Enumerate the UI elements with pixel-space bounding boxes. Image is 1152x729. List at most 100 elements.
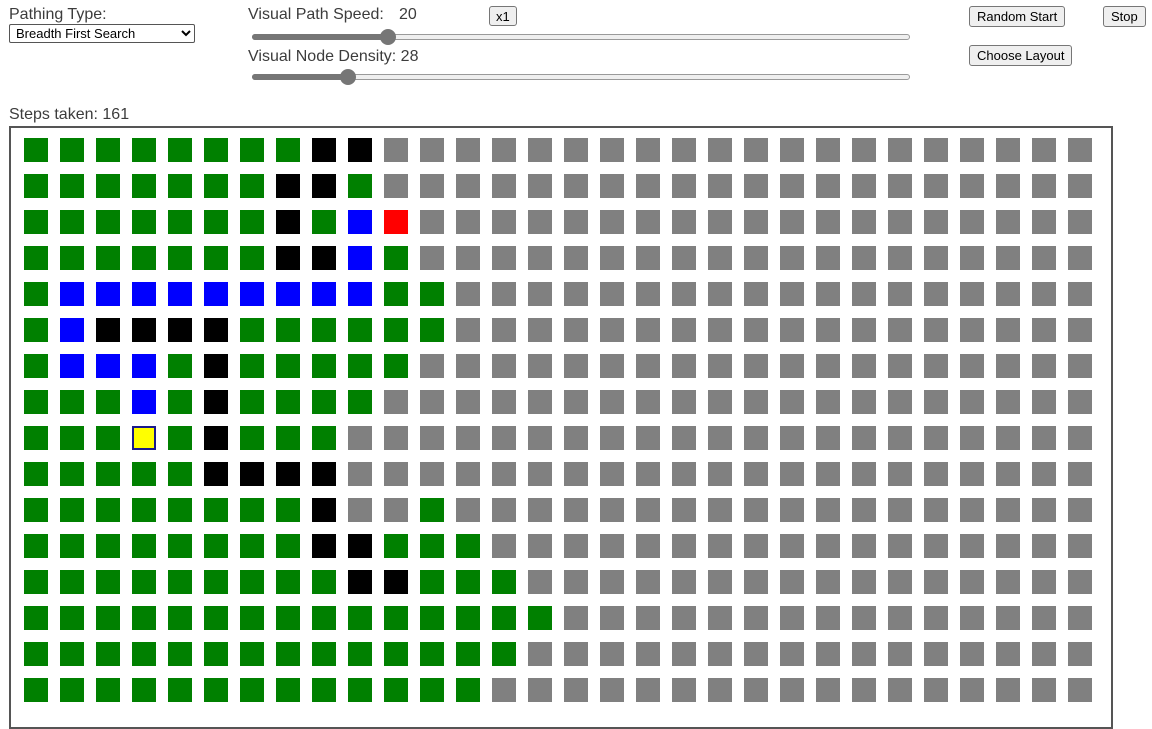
unvisited-node[interactable]: [996, 534, 1020, 558]
visited-node[interactable]: [168, 210, 192, 234]
unvisited-node[interactable]: [672, 246, 696, 270]
visited-node[interactable]: [60, 426, 84, 450]
unvisited-node[interactable]: [708, 354, 732, 378]
unvisited-node[interactable]: [528, 318, 552, 342]
unvisited-node[interactable]: [816, 570, 840, 594]
unvisited-node[interactable]: [816, 354, 840, 378]
unvisited-node[interactable]: [600, 246, 624, 270]
unvisited-node[interactable]: [672, 462, 696, 486]
visited-node[interactable]: [60, 642, 84, 666]
unvisited-node[interactable]: [636, 210, 660, 234]
visited-node[interactable]: [96, 642, 120, 666]
unvisited-node[interactable]: [528, 390, 552, 414]
unvisited-node[interactable]: [888, 390, 912, 414]
visited-node[interactable]: [240, 498, 264, 522]
wall-node[interactable]: [276, 462, 300, 486]
wall-node[interactable]: [276, 246, 300, 270]
unvisited-node[interactable]: [564, 282, 588, 306]
unvisited-node[interactable]: [456, 246, 480, 270]
visited-node[interactable]: [168, 390, 192, 414]
unvisited-node[interactable]: [636, 570, 660, 594]
visited-node[interactable]: [24, 390, 48, 414]
unvisited-node[interactable]: [924, 462, 948, 486]
unvisited-node[interactable]: [924, 282, 948, 306]
wall-node[interactable]: [348, 534, 372, 558]
visited-node[interactable]: [420, 678, 444, 702]
unvisited-node[interactable]: [1032, 210, 1056, 234]
pathfinding-grid[interactable]: [9, 126, 1113, 729]
unvisited-node[interactable]: [888, 678, 912, 702]
wall-node[interactable]: [312, 462, 336, 486]
unvisited-node[interactable]: [1068, 318, 1092, 342]
unvisited-node[interactable]: [672, 138, 696, 162]
choose-layout-button[interactable]: Choose Layout: [969, 45, 1073, 66]
visited-node[interactable]: [384, 606, 408, 630]
unvisited-node[interactable]: [564, 138, 588, 162]
unvisited-node[interactable]: [960, 174, 984, 198]
unvisited-node[interactable]: [816, 462, 840, 486]
visited-node[interactable]: [312, 678, 336, 702]
unvisited-node[interactable]: [492, 534, 516, 558]
unvisited-node[interactable]: [564, 318, 588, 342]
visited-node[interactable]: [276, 606, 300, 630]
unvisited-node[interactable]: [456, 426, 480, 450]
unvisited-node[interactable]: [708, 282, 732, 306]
unvisited-node[interactable]: [1032, 606, 1056, 630]
wall-node[interactable]: [348, 138, 372, 162]
unvisited-node[interactable]: [996, 174, 1020, 198]
unvisited-node[interactable]: [744, 210, 768, 234]
unvisited-node[interactable]: [1032, 282, 1056, 306]
unvisited-node[interactable]: [780, 246, 804, 270]
unvisited-node[interactable]: [1068, 282, 1092, 306]
unvisited-node[interactable]: [492, 354, 516, 378]
unvisited-node[interactable]: [528, 642, 552, 666]
visited-node[interactable]: [96, 426, 120, 450]
unvisited-node[interactable]: [456, 354, 480, 378]
unvisited-node[interactable]: [888, 138, 912, 162]
unvisited-node[interactable]: [996, 570, 1020, 594]
unvisited-node[interactable]: [672, 426, 696, 450]
unvisited-node[interactable]: [780, 282, 804, 306]
wall-node[interactable]: [312, 498, 336, 522]
visited-node[interactable]: [240, 390, 264, 414]
unvisited-node[interactable]: [564, 642, 588, 666]
visited-node[interactable]: [168, 354, 192, 378]
visited-node[interactable]: [276, 498, 300, 522]
unvisited-node[interactable]: [1068, 570, 1092, 594]
unvisited-node[interactable]: [672, 570, 696, 594]
visited-node[interactable]: [24, 462, 48, 486]
unvisited-node[interactable]: [852, 570, 876, 594]
path-node[interactable]: [276, 282, 300, 306]
wall-node[interactable]: [204, 462, 228, 486]
unvisited-node[interactable]: [816, 246, 840, 270]
unvisited-node[interactable]: [960, 426, 984, 450]
unvisited-node[interactable]: [852, 606, 876, 630]
unvisited-node[interactable]: [672, 174, 696, 198]
unvisited-node[interactable]: [636, 390, 660, 414]
unvisited-node[interactable]: [492, 426, 516, 450]
unvisited-node[interactable]: [492, 138, 516, 162]
unvisited-node[interactable]: [996, 246, 1020, 270]
visited-node[interactable]: [96, 246, 120, 270]
unvisited-node[interactable]: [816, 138, 840, 162]
visited-node[interactable]: [96, 390, 120, 414]
unvisited-node[interactable]: [672, 282, 696, 306]
unvisited-node[interactable]: [564, 174, 588, 198]
unvisited-node[interactable]: [1032, 354, 1056, 378]
unvisited-node[interactable]: [672, 498, 696, 522]
visited-node[interactable]: [384, 354, 408, 378]
unvisited-node[interactable]: [384, 462, 408, 486]
unvisited-node[interactable]: [708, 462, 732, 486]
visited-node[interactable]: [240, 246, 264, 270]
visited-node[interactable]: [348, 390, 372, 414]
unvisited-node[interactable]: [420, 246, 444, 270]
unvisited-node[interactable]: [924, 318, 948, 342]
unvisited-node[interactable]: [1032, 534, 1056, 558]
visited-node[interactable]: [204, 642, 228, 666]
unvisited-node[interactable]: [852, 210, 876, 234]
visited-node[interactable]: [276, 138, 300, 162]
visited-node[interactable]: [24, 210, 48, 234]
visited-node[interactable]: [60, 606, 84, 630]
unvisited-node[interactable]: [636, 498, 660, 522]
unvisited-node[interactable]: [816, 426, 840, 450]
